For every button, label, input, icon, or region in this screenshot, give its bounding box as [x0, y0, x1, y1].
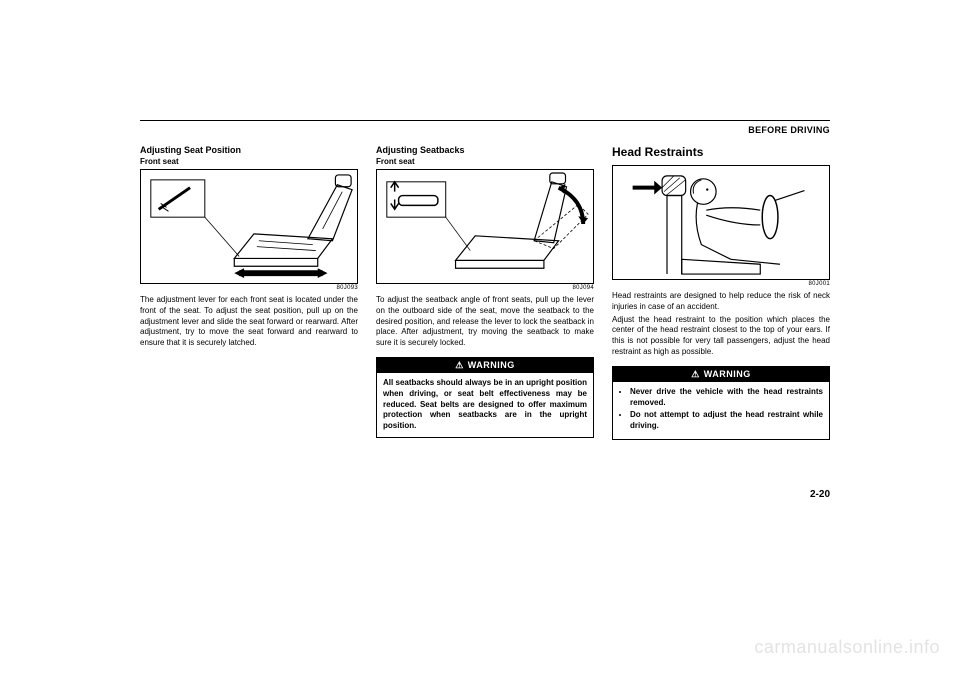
figure-seat-position: [140, 169, 358, 284]
section-header: BEFORE DRIVING: [140, 125, 830, 135]
page-content: BEFORE DRIVING Adjusting Seat Position F…: [140, 120, 830, 440]
figure-seatback: [376, 169, 594, 284]
warning-title-3: WARNING: [613, 367, 829, 382]
watermark: carmanualsonline.info: [754, 637, 940, 658]
warning-box-headrest: WARNING Never drive the vehicle with the…: [612, 366, 830, 440]
col3-body: Head restraints are designed to help red…: [612, 291, 830, 358]
col2-body: To adjust the seatback angle of front se…: [376, 295, 594, 349]
figure-id-2: 80J094: [376, 285, 594, 291]
columns: Adjusting Seat Position Front seat: [140, 145, 830, 440]
col2-subheading: Front seat: [376, 157, 594, 166]
warning-body: All seatbacks should always be in an upr…: [377, 373, 593, 437]
figure-id-3: 80J001: [612, 281, 830, 287]
col1-subheading: Front seat: [140, 157, 358, 166]
col1-body: The adjustment lever for each front seat…: [140, 295, 358, 349]
col3-heading: Head Restraints: [612, 145, 830, 159]
figure-head-restraint: [612, 165, 830, 280]
column-2: Adjusting Seatbacks Front seat: [376, 145, 594, 440]
col1-heading: Adjusting Seat Position: [140, 145, 358, 155]
warning-item: Never drive the vehicle with the head re…: [630, 387, 823, 409]
column-1: Adjusting Seat Position Front seat: [140, 145, 358, 440]
col2-heading: Adjusting Seatbacks: [376, 145, 594, 155]
warning-body-3: Never drive the vehicle with the head re…: [613, 382, 829, 439]
warning-title: WARNING: [377, 358, 593, 373]
header-rule: [140, 120, 830, 121]
warning-box-seatbacks: WARNING All seatbacks should always be i…: [376, 357, 594, 438]
figure-id-1: 80J093: [140, 285, 358, 291]
page-number: 2-20: [810, 489, 830, 500]
warning-item: Do not attempt to adjust the head restra…: [630, 410, 823, 432]
column-3: Head Restraints: [612, 145, 830, 440]
